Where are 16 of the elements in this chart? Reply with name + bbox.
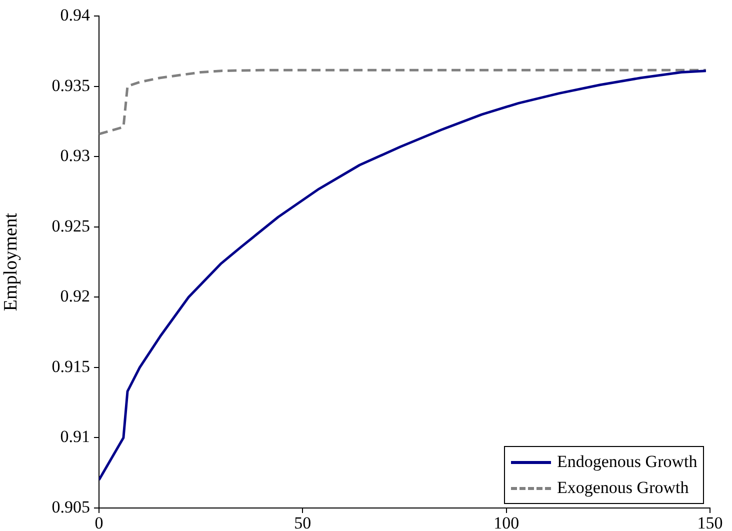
y-tick-label: 0.935	[52, 76, 90, 95]
y-tick-label: 0.91	[60, 427, 90, 446]
y-tick-label: 0.94	[60, 5, 90, 24]
x-tick-label: 150	[697, 514, 723, 531]
legend-label: Exogenous Growth	[557, 477, 689, 499]
x-tick-label: 100	[494, 514, 520, 531]
y-axis-title: Employment	[0, 212, 22, 312]
y-tick-label: 0.92	[60, 286, 90, 306]
line-series	[99, 68, 708, 136]
x-tick-label: 0	[94, 514, 104, 531]
y-tick-label: 0.925	[52, 216, 90, 236]
y-tick-label: 0.905	[52, 497, 90, 516]
legend-label: Endogenous Growth	[557, 451, 698, 473]
y-tick-label: 0.93	[60, 146, 90, 166]
x-tick-label: 50	[294, 514, 312, 531]
y-tick-label: 0.915	[52, 356, 90, 376]
